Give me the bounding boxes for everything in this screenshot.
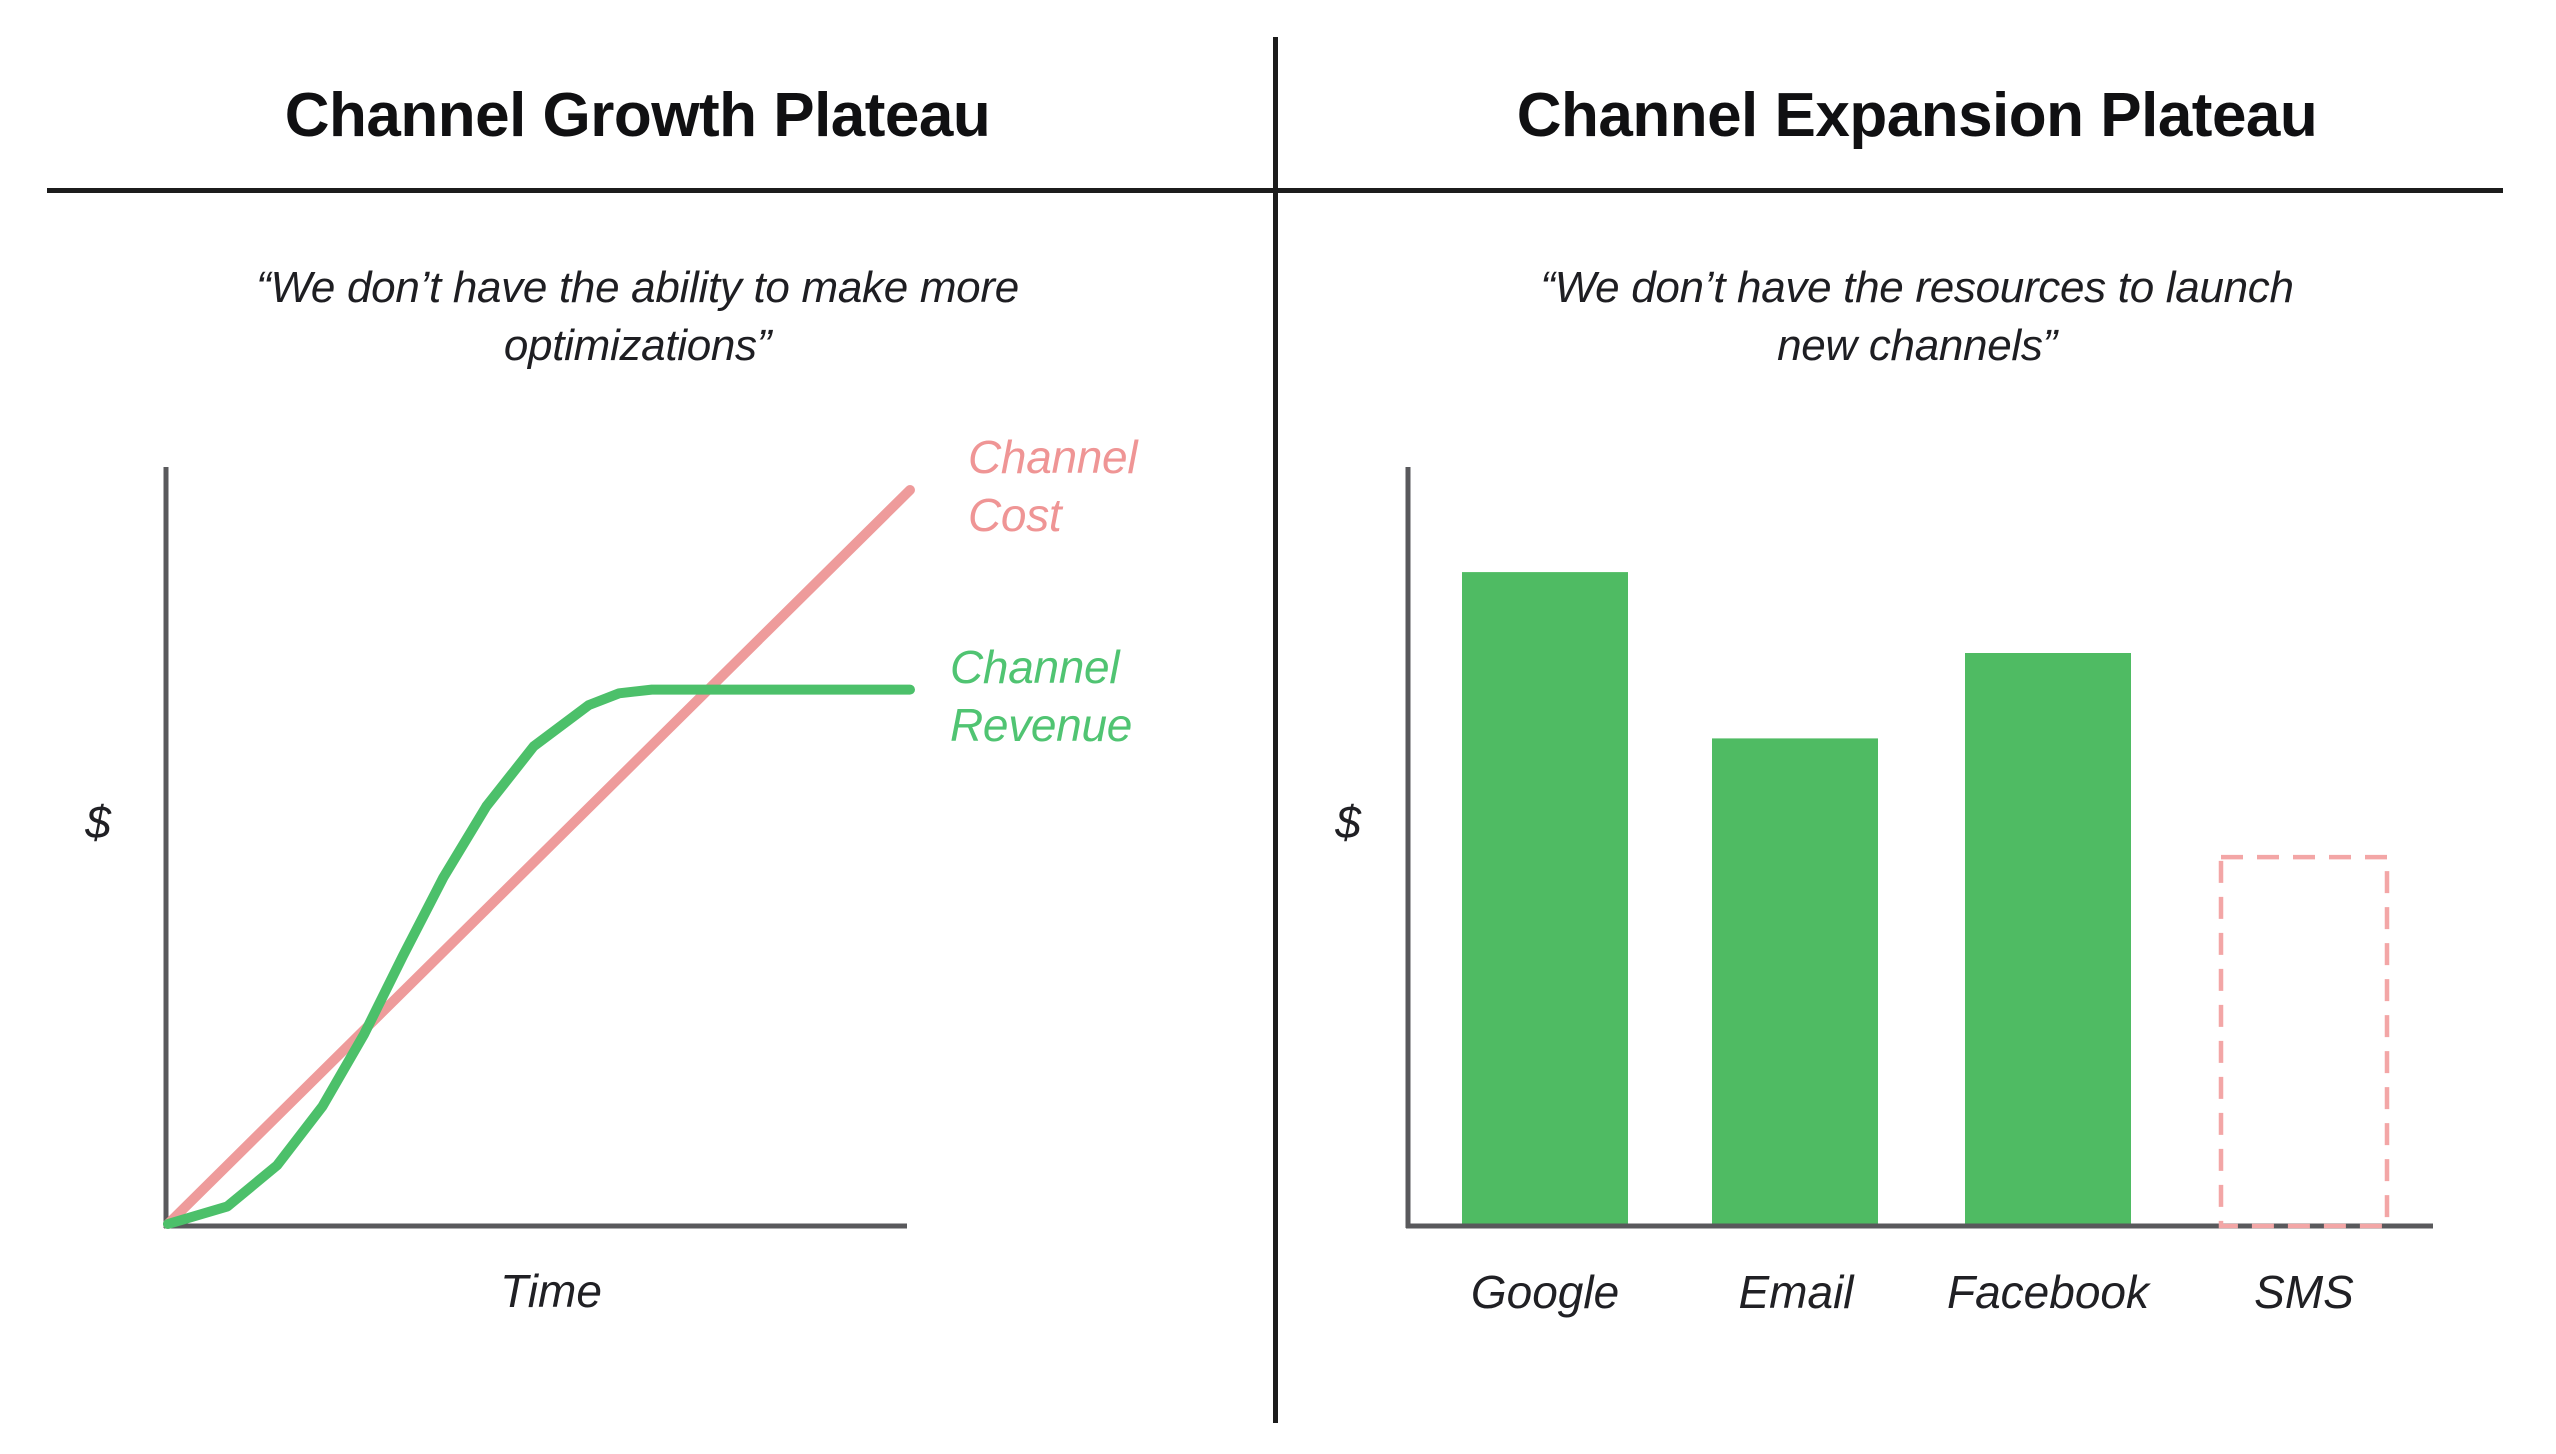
panel-divider bbox=[1273, 37, 1278, 1423]
bar-email bbox=[1712, 738, 1878, 1226]
legend-channel-cost: Channel Cost bbox=[968, 431, 1138, 541]
expansion-quote: “We don’t have the resources to launch n… bbox=[1540, 263, 2294, 370]
bar-google bbox=[1462, 572, 1628, 1226]
growth-x-axis-label: Time bbox=[500, 1265, 602, 1317]
category-label-facebook: Facebook bbox=[1946, 1266, 2150, 1318]
channel-cost-line bbox=[163, 485, 915, 1229]
expansion-dashed-group bbox=[2218, 854, 2390, 1229]
expansion-bars-group bbox=[1462, 572, 2131, 1226]
expansion-y-axis-label: $ bbox=[1335, 796, 1361, 848]
bar-sms bbox=[2218, 854, 2390, 1229]
growth-quote: “We don’t have the ability to make more … bbox=[256, 263, 1019, 370]
bar-facebook bbox=[1965, 653, 2131, 1226]
growth-y-axis-label: $ bbox=[85, 796, 111, 848]
growth-title: Channel Growth Plateau bbox=[284, 81, 991, 150]
category-label-google: Google bbox=[1470, 1266, 1620, 1318]
expansion-title: Channel Expansion Plateau bbox=[1516, 81, 2318, 150]
category-label-sms: SMS bbox=[2254, 1266, 2354, 1318]
legend-channel-revenue: Channel Revenue bbox=[950, 641, 1133, 751]
channel-revenue-line bbox=[163, 684, 915, 1229]
category-label-email: Email bbox=[1738, 1266, 1854, 1318]
growth-series-group bbox=[163, 485, 915, 1229]
